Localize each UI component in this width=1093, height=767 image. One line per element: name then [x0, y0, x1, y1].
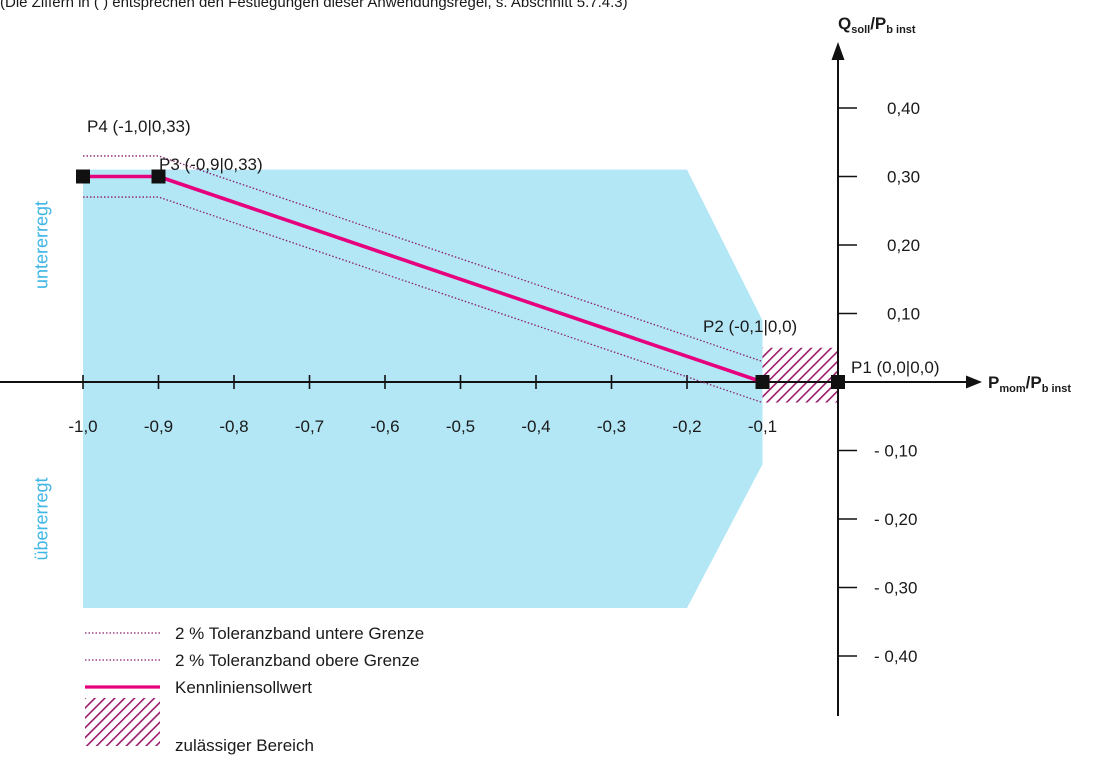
x-tick-label: -0,8: [219, 417, 248, 436]
point-marker-p2: [755, 375, 770, 389]
point-marker-p1: [831, 375, 845, 389]
y-tick-label: 0,30: [887, 168, 920, 187]
y-tick-label: 0,20: [887, 236, 920, 255]
region-label-lower: übererregt: [31, 477, 51, 560]
legend-label: Kennliniensollwert: [175, 678, 312, 697]
x-tick-label: -0,3: [597, 417, 626, 436]
point-marker-p3: [151, 169, 166, 184]
y-tick-label: - 0,40: [874, 647, 917, 666]
tolerance-band-line: [83, 155, 763, 363]
y-tick-label: - 0,20: [874, 510, 917, 529]
y-tick-label: 0,10: [887, 305, 920, 324]
point-marker-p4: [76, 169, 90, 184]
x-tick-label: -0,2: [672, 417, 701, 436]
y-tick-label: 0,40: [887, 99, 920, 118]
permitted-area-hatch: [762, 347, 838, 403]
x-tick-label: -0,9: [144, 417, 173, 436]
x-tick-label: -0,1: [748, 417, 777, 436]
header-note: (Die Ziffern in ( ) entsprechen den Fest…: [0, 0, 628, 11]
region-label-upper: untererregt: [31, 201, 51, 289]
x-tick-label: -0,7: [295, 417, 324, 436]
x-tick-label: -1,0: [68, 417, 97, 436]
point-label-p2: P2 (-0,1|0,0): [703, 317, 797, 336]
y-tick-label: - 0,30: [874, 579, 917, 598]
x-axis-label: Pmom/Pb inst: [988, 373, 1071, 395]
legend-label: 2 % Toleranzband untere Grenze: [175, 624, 424, 643]
x-tick-label: -0,4: [521, 417, 550, 436]
tolerance-band-line: [83, 196, 763, 404]
x-tick-label: -0,5: [446, 417, 475, 436]
x-axis-arrow: [966, 375, 982, 389]
legend-swatch-hatch: [85, 698, 160, 746]
y-tick-label: - 0,10: [874, 442, 917, 461]
legend-label: zulässiger Bereich: [175, 736, 314, 755]
x-tick-label: -0,6: [370, 417, 399, 436]
point-label-p1: P1 (0,0|0,0): [851, 358, 940, 377]
y-axis-label: Qsoll/Pb inst: [838, 14, 916, 36]
point-label-p4: P4 (-1,0|0,33): [87, 117, 191, 136]
legend-label: 2 % Toleranzband obere Grenze: [175, 651, 419, 670]
point-label-p3: P3 (-0,9|0,33): [159, 155, 263, 174]
y-axis-arrow: [831, 42, 845, 60]
capability-area: [83, 169, 763, 609]
